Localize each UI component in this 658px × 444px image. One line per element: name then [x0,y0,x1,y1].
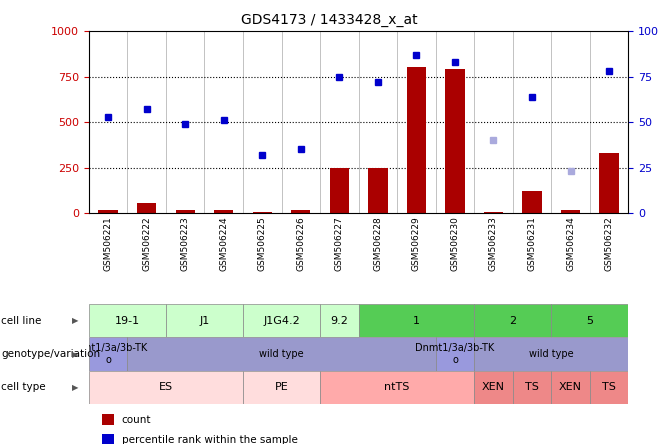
Bar [243,304,320,337]
Bar [253,212,272,213]
Text: genotype/variation: genotype/variation [1,349,101,359]
Bar [436,337,474,371]
Bar [166,304,243,337]
Text: percentile rank within the sample: percentile rank within the sample [122,435,297,444]
Bar [590,371,628,404]
Bar [330,168,349,213]
Text: 19-1: 19-1 [114,316,140,326]
Text: cell type: cell type [1,382,46,392]
Text: Dnmt1/3a/3b-TK
o: Dnmt1/3a/3b-TK o [415,343,495,365]
Text: ▶: ▶ [72,349,79,359]
Bar [551,371,590,404]
Text: ▶: ▶ [72,383,79,392]
Bar [359,304,474,337]
Bar [291,210,311,213]
Text: 1: 1 [413,316,420,326]
Text: TS: TS [602,382,616,392]
Text: J1: J1 [199,316,210,326]
Bar [368,168,388,213]
Bar [128,337,436,371]
Bar [99,210,118,213]
Bar [320,371,474,404]
Bar [474,304,551,337]
Text: 9.2: 9.2 [330,316,348,326]
Text: ES: ES [159,382,173,392]
Bar [320,304,359,337]
Text: wild type: wild type [259,349,304,359]
Text: ntTS: ntTS [384,382,410,392]
Bar [474,371,513,404]
Bar [599,153,619,213]
Text: count: count [122,415,151,425]
Bar [89,304,166,337]
Bar [214,210,234,213]
Bar [89,337,128,371]
Text: XEN: XEN [482,382,505,392]
Text: 2: 2 [509,316,517,326]
Bar [551,304,628,337]
Bar [176,210,195,213]
Text: ▶: ▶ [72,316,79,325]
Bar [445,69,465,213]
Text: cell line: cell line [1,316,41,326]
Text: J1G4.2: J1G4.2 [263,316,300,326]
Bar [243,371,320,404]
Bar [561,210,580,213]
Bar [137,203,156,213]
Bar [522,191,542,213]
Text: TS: TS [525,382,539,392]
Bar [89,371,243,404]
Text: XEN: XEN [559,382,582,392]
Text: wild type: wild type [529,349,574,359]
Bar [484,212,503,213]
Bar [407,67,426,213]
Bar [474,337,628,371]
Text: Dnmt1/3a/3b-TK
o: Dnmt1/3a/3b-TK o [68,343,148,365]
Bar [513,371,551,404]
Text: GDS4173 / 1433428_x_at: GDS4173 / 1433428_x_at [241,13,417,28]
Text: 5: 5 [586,316,594,326]
Text: PE: PE [274,382,288,392]
